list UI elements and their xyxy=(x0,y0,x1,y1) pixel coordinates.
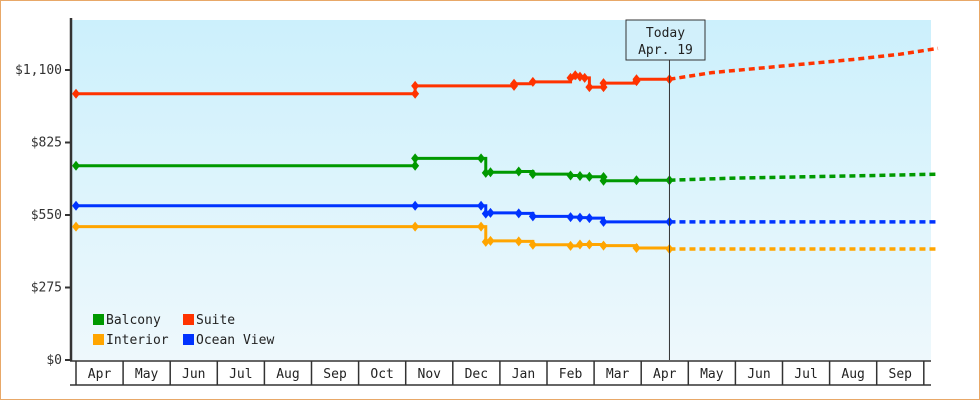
x-tick-label: Sep xyxy=(323,367,347,382)
legend-label: Balcony xyxy=(106,313,161,328)
series-interior xyxy=(72,221,938,255)
y-tick-label: $1,100 xyxy=(15,63,62,78)
x-tick-label: Jun xyxy=(747,367,770,382)
x-tick-label: Jul xyxy=(794,367,817,382)
x-tick-label: Aug xyxy=(841,367,864,382)
x-tick-label: Jul xyxy=(229,367,252,382)
plot-area xyxy=(71,20,931,360)
legend-item-interior[interactable]: Interior xyxy=(93,333,169,348)
x-tick-label: Aug xyxy=(276,367,299,382)
x-tick-label: Dec xyxy=(465,367,488,382)
x-tick-label: Nov xyxy=(418,367,442,382)
series-lines xyxy=(72,46,939,255)
x-tick-label: May xyxy=(135,367,159,382)
legend-swatch xyxy=(93,334,104,345)
today-marker: Today Apr. 19 xyxy=(625,19,706,360)
x-tick-label: Oct xyxy=(370,367,393,382)
legend-label: Ocean View xyxy=(196,333,274,348)
x-tick-label: Jan xyxy=(512,367,535,382)
x-tick-label: Apr xyxy=(88,367,112,382)
legend-swatch xyxy=(183,334,194,345)
y-tick-label: $275 xyxy=(31,281,62,296)
series-balcony xyxy=(72,153,938,186)
x-tick-label: Jun xyxy=(182,367,205,382)
y-axis: $0 $275 $550 $825 $1,100 xyxy=(15,18,73,368)
y-tick-label: $550 xyxy=(31,208,62,223)
legend-swatch xyxy=(183,314,194,325)
x-tick-label: May xyxy=(700,367,724,382)
x-axis: Apr May Jun Jul Aug Sep Oct Nov Dec Jan Feb Mar Apr M… xyxy=(70,360,931,386)
legend-swatch xyxy=(93,314,104,325)
legend-label: Interior xyxy=(106,333,169,348)
x-tick-label: Feb xyxy=(559,367,583,382)
series-ocean-view xyxy=(72,200,938,227)
legend-item-ocean-view[interactable]: Ocean View xyxy=(183,333,274,348)
series-suite xyxy=(72,46,939,99)
legend-item-balcony[interactable]: Balcony xyxy=(93,313,161,328)
x-tick-label: Sep xyxy=(889,367,913,382)
y-tick-label: $0 xyxy=(46,353,62,368)
legend-item-suite[interactable]: Suite xyxy=(183,313,235,328)
y-tick-label: $825 xyxy=(31,136,62,151)
x-tick-label: Mar xyxy=(606,367,630,382)
today-label: Today xyxy=(646,26,685,41)
legend: Balcony Suite Interior Ocean View xyxy=(93,313,274,348)
x-tick-label: Apr xyxy=(653,367,677,382)
today-date: Apr. 19 xyxy=(638,43,693,58)
legend-label: Suite xyxy=(196,313,235,328)
